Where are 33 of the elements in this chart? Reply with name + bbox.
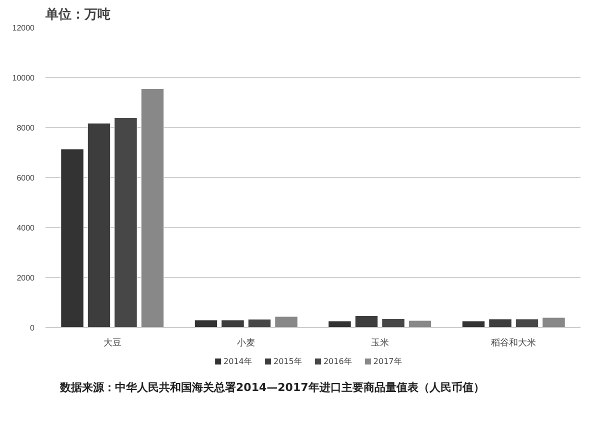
x-tick-label: 大豆 (103, 338, 122, 348)
x-tick-label: 稻谷和大米 (491, 338, 536, 348)
bar (140, 88, 164, 328)
bar (248, 319, 272, 328)
bar (408, 320, 432, 328)
bar (114, 118, 138, 328)
y-tick-label: 8000 (16, 124, 36, 132)
bar (221, 320, 244, 328)
y-tick-label: 12000 (12, 24, 36, 32)
chart-title: 单位：万吨 (44, 6, 110, 22)
y-tick-label: 4000 (16, 224, 36, 232)
source-note: 数据来源：中华人民共和国海关总署2014—2017年进口主要商品量值表（人民币值） (59, 381, 484, 394)
x-tick-label: 小麦 (237, 338, 256, 348)
bar (60, 148, 84, 328)
y-tick-label: 6000 (16, 174, 36, 182)
legend-label: 2017年 (373, 357, 402, 366)
legend-label: 2016年 (323, 357, 352, 366)
x-tick-label: 玉米 (370, 338, 389, 348)
y-tick-label: 10000 (12, 74, 36, 82)
bar (488, 318, 512, 328)
bar (194, 320, 218, 328)
bar (354, 316, 378, 328)
bar (328, 320, 352, 328)
y-tick-label: 0 (30, 324, 36, 332)
bar (515, 318, 539, 328)
legend-label: 2015年 (273, 357, 302, 366)
bar (462, 320, 486, 328)
bar (382, 318, 405, 328)
bar (274, 316, 298, 328)
bar (542, 317, 566, 328)
bar (87, 123, 111, 328)
y-tick-label: 2000 (16, 274, 36, 282)
legend-label: 2014年 (224, 357, 252, 366)
